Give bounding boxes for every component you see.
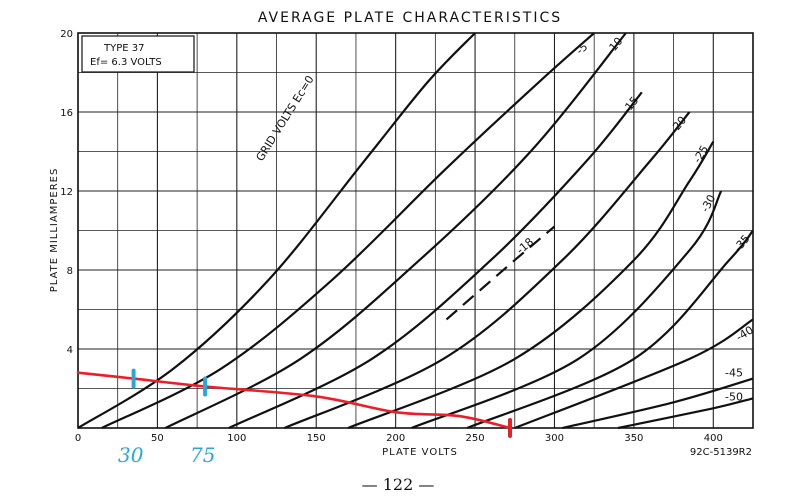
curve-ec-minus15 (228, 91, 643, 429)
curve-ec-minus45 (562, 377, 754, 430)
grid (77, 32, 754, 429)
curve-ec-minus25 (347, 141, 715, 430)
y-tick-label: 8 (67, 266, 73, 277)
info-box: TYPE 37 Ef= 6.3 VOLTS (81, 35, 195, 73)
curve-ec-minus20 (284, 111, 691, 430)
x-tick-label: 350 (624, 433, 643, 444)
curve-labels: -5 -10-15-18-20-25-30-35-40-45-50 (514, 35, 756, 404)
y-axis-label: PLATE MILLIAMPERES (49, 168, 60, 293)
curve-label: -50 (725, 390, 743, 403)
tick-labels: 0 50 100 150 200 250 300 350 400 4 8 12 16 20 (60, 29, 723, 444)
figure-code: 92C-5139R2 (690, 447, 752, 458)
x-axis-label: PLATE VOLTS (382, 447, 458, 458)
curve-ec-minus40 (514, 318, 754, 430)
x-tick-label: 400 (704, 433, 723, 444)
x-tick-label: 250 (466, 433, 485, 444)
y-tick-label: 4 (67, 345, 73, 356)
curve-ec-minus10 (164, 32, 627, 429)
x-tick-label: 0 (75, 433, 81, 444)
x-tick-label: 300 (545, 433, 564, 444)
page-number: — 122 — (362, 475, 435, 494)
info-box-type: TYPE 37 (103, 43, 144, 54)
curve-ec-0 (77, 32, 476, 429)
curve-ec-minus50 (617, 397, 754, 430)
curve-label: -5 (574, 40, 591, 57)
x-tick-label: 200 (386, 433, 405, 444)
curve-label: -45 (725, 367, 743, 380)
info-box-filament: Ef= 6.3 VOLTS (90, 57, 162, 68)
red-load-line (76, 371, 512, 430)
curve-ec-minus35 (466, 229, 754, 430)
y-tick-label: 12 (60, 187, 73, 198)
curve-label: -30 (698, 192, 718, 214)
curve-ec-minus18 (445, 225, 556, 321)
y-tick-label: 16 (60, 108, 73, 119)
handwritten-mark-30: 30 (118, 443, 144, 467)
y-tick-label: 20 (60, 29, 73, 40)
x-tick-label: 50 (151, 433, 164, 444)
x-tick-label: 150 (307, 433, 326, 444)
grid-voltage-curves (77, 32, 754, 430)
grid-volts-label: GRID VOLTS Ec=0 (254, 73, 317, 163)
handwritten-mark-75: 75 (190, 443, 215, 467)
load-line-annotation (76, 368, 512, 438)
curve-label: -25 (691, 143, 711, 165)
curve-ec-minus30 (411, 190, 723, 430)
x-tick-label: 100 (227, 433, 246, 444)
curve-label: -18 (514, 235, 536, 257)
chart-title: AVERAGE PLATE CHARACTERISTICS (258, 10, 562, 26)
